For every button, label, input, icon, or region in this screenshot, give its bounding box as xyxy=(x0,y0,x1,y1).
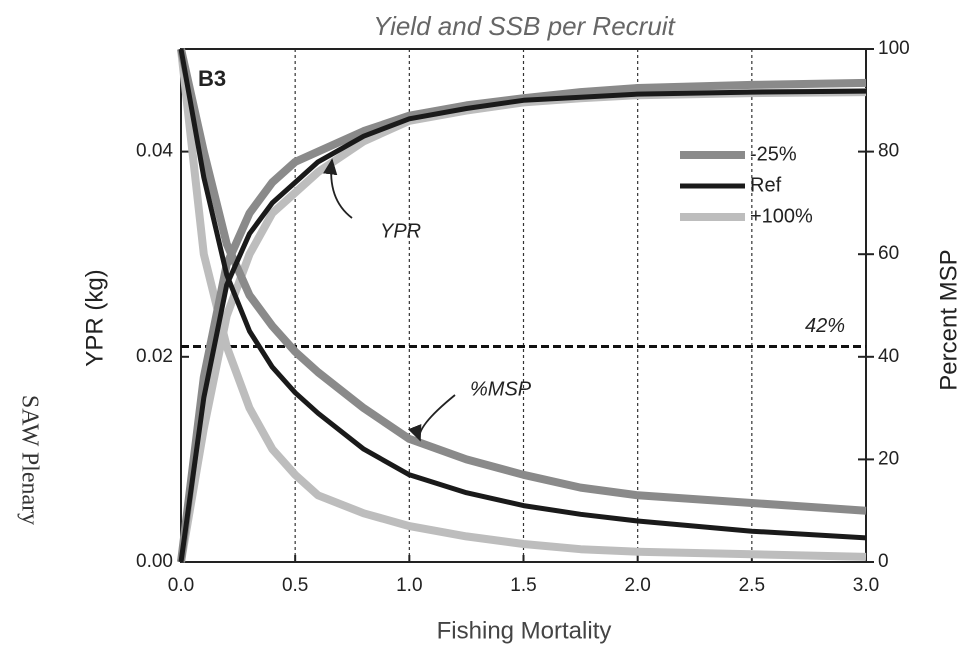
legend-label: Ref xyxy=(750,174,782,196)
plot-frame xyxy=(180,48,867,563)
side-text: SAW Plenary xyxy=(16,395,42,525)
y-tick-label: 0.04 xyxy=(136,141,173,162)
y2-tick-label: 80 xyxy=(878,141,899,162)
chart-title: Yield and SSB per Recruit xyxy=(373,11,676,41)
series-line xyxy=(177,48,867,561)
x-tick-label: 2.5 xyxy=(739,575,765,596)
y2-tick-label: 40 xyxy=(878,346,899,367)
x-tick-label: 1.0 xyxy=(396,575,422,596)
series-line xyxy=(178,48,867,541)
x-tick-label: 3.0 xyxy=(853,575,879,596)
annotation-arrow xyxy=(323,158,353,219)
annotation: YPR xyxy=(380,220,421,242)
legend-label: -25% xyxy=(750,143,797,165)
x-tick-label: 0.0 xyxy=(168,575,194,596)
y2-tick-label: 0 xyxy=(878,551,889,572)
reference-label: 42% xyxy=(805,315,845,337)
series-line xyxy=(177,48,867,515)
y2-tick-label: 100 xyxy=(878,38,910,59)
y-tick-label: 0.02 xyxy=(136,346,173,367)
y-tick-label: 0.00 xyxy=(136,551,173,572)
legend-label: +100% xyxy=(750,205,813,227)
panel-label: B3 xyxy=(198,66,226,91)
annotation-arrow xyxy=(407,394,456,442)
x-tick-label: 1.5 xyxy=(510,575,536,596)
y2-tick-label: 60 xyxy=(878,243,899,264)
y-axis-label: YPR (kg) xyxy=(81,269,108,366)
y2-axis-label: Percent MSP xyxy=(935,249,962,390)
x-axis-label: Fishing Mortality xyxy=(437,617,612,644)
y2-tick-label: 20 xyxy=(878,448,899,469)
x-tick-label: 0.5 xyxy=(282,575,308,596)
annotation: %MSP xyxy=(470,378,532,400)
series-line xyxy=(177,78,867,563)
x-tick-label: 2.0 xyxy=(624,575,650,596)
series-line xyxy=(178,88,867,563)
